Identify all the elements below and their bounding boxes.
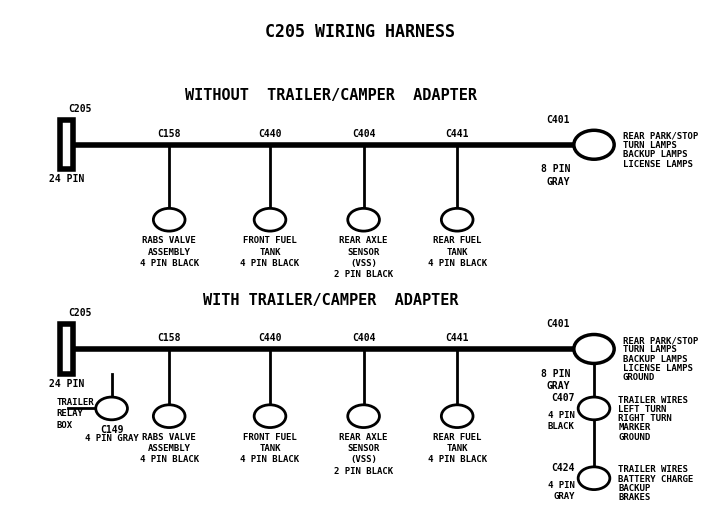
Text: 4 PIN BLACK: 4 PIN BLACK [240, 259, 300, 268]
Text: GROUND: GROUND [623, 373, 655, 382]
Text: C407: C407 [551, 393, 575, 403]
Text: TRAILER WIRES: TRAILER WIRES [618, 396, 688, 404]
Text: 4 PIN BLACK: 4 PIN BLACK [140, 259, 199, 268]
Text: C158: C158 [158, 129, 181, 139]
Text: REAR PARK/STOP: REAR PARK/STOP [623, 132, 698, 141]
Text: REAR FUEL: REAR FUEL [433, 236, 482, 245]
Text: C401: C401 [546, 115, 570, 125]
Text: 4 PIN BLACK: 4 PIN BLACK [428, 259, 487, 268]
Text: GROUND: GROUND [618, 433, 651, 442]
Text: LICENSE LAMPS: LICENSE LAMPS [623, 364, 693, 373]
Text: SENSOR: SENSOR [348, 444, 379, 453]
Text: C149: C149 [100, 425, 123, 435]
Text: C441: C441 [446, 129, 469, 139]
Circle shape [348, 405, 379, 428]
Circle shape [441, 208, 473, 231]
Text: C424: C424 [551, 463, 575, 473]
Text: BATTERY CHARGE: BATTERY CHARGE [618, 475, 694, 483]
Text: ASSEMBLY: ASSEMBLY [148, 444, 191, 453]
Text: 24 PIN: 24 PIN [49, 378, 84, 389]
Bar [60, 325, 73, 373]
Text: TANK: TANK [446, 444, 468, 453]
Text: 4 PIN GRAY: 4 PIN GRAY [85, 434, 138, 443]
Circle shape [574, 334, 614, 363]
Circle shape [254, 208, 286, 231]
Text: C404: C404 [352, 129, 375, 139]
Circle shape [96, 397, 127, 420]
Text: (VSS): (VSS) [350, 455, 377, 464]
Text: BOX: BOX [56, 421, 72, 430]
Circle shape [574, 130, 614, 159]
Text: GRAY: GRAY [553, 492, 575, 501]
Text: FRONT FUEL: FRONT FUEL [243, 433, 297, 442]
Text: REAR AXLE: REAR AXLE [339, 236, 388, 245]
Text: 4 PIN BLACK: 4 PIN BLACK [140, 455, 199, 464]
Circle shape [578, 397, 610, 420]
Text: C401: C401 [546, 320, 570, 329]
Bar [60, 120, 73, 170]
Text: 4 PIN: 4 PIN [548, 481, 575, 490]
Text: C441: C441 [446, 333, 469, 343]
Text: BRAKES: BRAKES [618, 493, 651, 502]
Text: BACKUP: BACKUP [618, 484, 651, 493]
Circle shape [153, 208, 185, 231]
Text: (VSS): (VSS) [350, 259, 377, 268]
Text: SENSOR: SENSOR [348, 248, 379, 256]
Text: 2 PIN BLACK: 2 PIN BLACK [334, 467, 393, 476]
Text: TURN LAMPS: TURN LAMPS [623, 141, 677, 150]
Text: C404: C404 [352, 333, 375, 343]
Text: C205 WIRING HARNESS: C205 WIRING HARNESS [265, 23, 455, 41]
Text: BLACK: BLACK [548, 422, 575, 431]
Circle shape [254, 405, 286, 428]
Text: TANK: TANK [259, 248, 281, 256]
Text: RIGHT TURN: RIGHT TURN [618, 414, 672, 423]
Text: REAR FUEL: REAR FUEL [433, 433, 482, 442]
Text: TANK: TANK [259, 444, 281, 453]
Circle shape [578, 467, 610, 490]
Text: 4 PIN BLACK: 4 PIN BLACK [240, 455, 300, 464]
Text: RABS VALVE: RABS VALVE [143, 236, 196, 245]
Text: WITH TRAILER/CAMPER  ADAPTER: WITH TRAILER/CAMPER ADAPTER [204, 293, 459, 308]
Text: ASSEMBLY: ASSEMBLY [148, 248, 191, 256]
Text: WITHOUT  TRAILER/CAMPER  ADAPTER: WITHOUT TRAILER/CAMPER ADAPTER [185, 88, 477, 103]
Text: MARKER: MARKER [618, 423, 651, 432]
Text: TRAILER WIRES: TRAILER WIRES [618, 465, 688, 474]
Text: C440: C440 [258, 333, 282, 343]
Text: BACKUP LAMPS: BACKUP LAMPS [623, 355, 688, 363]
Text: REAR PARK/STOP: REAR PARK/STOP [623, 336, 698, 345]
Text: 8 PIN
GRAY: 8 PIN GRAY [541, 164, 570, 187]
Circle shape [348, 208, 379, 231]
Text: RABS VALVE: RABS VALVE [143, 433, 196, 442]
Text: RELAY: RELAY [56, 409, 83, 418]
Text: 2 PIN BLACK: 2 PIN BLACK [334, 270, 393, 279]
Circle shape [441, 405, 473, 428]
Text: 24 PIN: 24 PIN [49, 175, 84, 185]
Text: TRAILER: TRAILER [56, 398, 94, 407]
Text: 8 PIN
GRAY: 8 PIN GRAY [541, 369, 570, 391]
Text: TURN LAMPS: TURN LAMPS [623, 345, 677, 354]
Text: 4 PIN BLACK: 4 PIN BLACK [428, 455, 487, 464]
Text: LICENSE LAMPS: LICENSE LAMPS [623, 160, 693, 169]
Text: 4 PIN: 4 PIN [548, 411, 575, 420]
Text: BACKUP LAMPS: BACKUP LAMPS [623, 150, 688, 159]
Text: LEFT TURN: LEFT TURN [618, 405, 667, 414]
Text: TANK: TANK [446, 248, 468, 256]
Text: C440: C440 [258, 129, 282, 139]
Text: C205: C205 [68, 104, 92, 114]
Circle shape [153, 405, 185, 428]
Text: REAR AXLE: REAR AXLE [339, 433, 388, 442]
Text: C158: C158 [158, 333, 181, 343]
Text: C205: C205 [68, 308, 92, 318]
Text: FRONT FUEL: FRONT FUEL [243, 236, 297, 245]
